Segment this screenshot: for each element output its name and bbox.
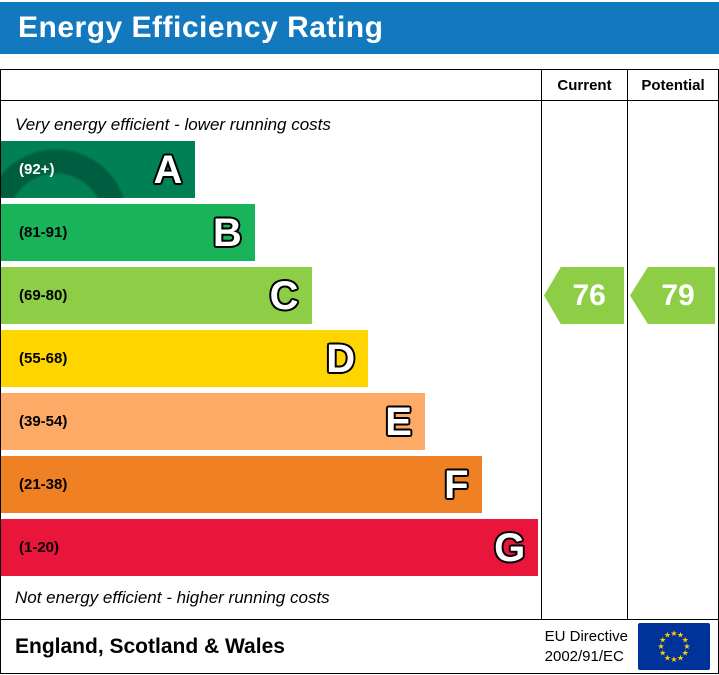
svg-text:★: ★ [659,649,666,658]
potential-column: 79 [627,101,718,619]
chart-header-spacer [1,70,541,100]
potential-rating-value: 79 [661,278,695,312]
top-note: Very energy efficient - lower running co… [15,115,331,134]
svg-text:★: ★ [670,629,677,638]
band-letter: E [385,399,412,444]
svg-text:★: ★ [682,649,689,658]
band-letter: B [212,210,242,255]
band-range-label: (21-38) [19,476,68,493]
table-header-row: Current Potential [1,70,718,101]
svg-text:★: ★ [677,653,684,662]
region-label: England, Scotland & Wales [15,634,285,658]
bands-container: (92+) A (81-91) B (69-80) C (55-68) D (3… [1,141,541,582]
band-row: (55-68) D [1,330,541,387]
band-range-label: (55-68) [19,350,68,367]
band-range-label: (1-20) [19,539,60,556]
band-row: (81-91) B [1,204,541,261]
page-title: Energy Efficiency Rating [18,11,384,44]
svg-text:★: ★ [664,653,671,662]
band-letter: G [494,525,526,570]
band-range-label: (39-54) [19,413,68,430]
eu-directive-label: EU Directive 2002/91/EC [545,627,628,666]
band-row: (92+) A [1,141,541,198]
current-rating-value: 76 [572,278,606,312]
band-bar: (92+) A [1,141,196,198]
band-row: (39-54) E [1,393,541,450]
band-bar: (1-20) G [1,519,539,576]
svg-text:★: ★ [677,631,684,640]
band-bar: (39-54) E [1,393,425,450]
eu-directive: EU Directive 2002/91/EC ★ ★ ★ ★ ★ ★ ★ ★ … [545,623,710,670]
bottom-note: Not energy efficient - higher running co… [15,588,330,607]
band-row: (69-80) C [1,267,541,324]
eu-directive-line2: 2002/91/EC [544,647,624,665]
table-body: Very energy efficient - lower running co… [1,101,718,619]
band-bar: (21-38) F [1,456,482,513]
eu-flag-icon: ★ ★ ★ ★ ★ ★ ★ ★ ★ ★ ★ ★ [638,623,710,670]
band-bar: (55-68) D [1,330,369,387]
svg-text:★: ★ [657,642,664,651]
rating-table: Current Potential Very energy efficient … [0,69,719,674]
svg-text:★: ★ [683,642,690,651]
svg-text:★: ★ [664,631,671,640]
current-column: 76 [541,101,627,619]
potential-rating-arrow: 79 [630,267,715,324]
band-row: (21-38) F [1,456,541,513]
band-letter: C [269,273,299,318]
svg-text:★: ★ [659,636,666,645]
band-range-label: (69-80) [19,287,68,304]
svg-text:★: ★ [682,636,689,645]
footer: England, Scotland & Wales EU Directive 2… [1,619,718,673]
eu-directive-line1: EU Directive [544,628,628,645]
band-range-label: (81-91) [19,224,68,241]
chart-area: Very energy efficient - lower running co… [1,101,541,619]
band-bar: (81-91) B [1,204,255,261]
band-letter: D [326,336,356,381]
svg-text:★: ★ [670,655,677,664]
potential-column-header: Potential [627,70,718,100]
title-bar: Energy Efficiency Rating [0,2,719,54]
band-letter: A [153,147,183,192]
current-column-header: Current [541,70,627,100]
band-row: (1-20) G [1,519,541,576]
band-letter: F [444,462,469,507]
current-rating-arrow: 76 [544,267,624,324]
band-range-label: (92+) [19,161,55,178]
band-bar: (69-80) C [1,267,312,324]
